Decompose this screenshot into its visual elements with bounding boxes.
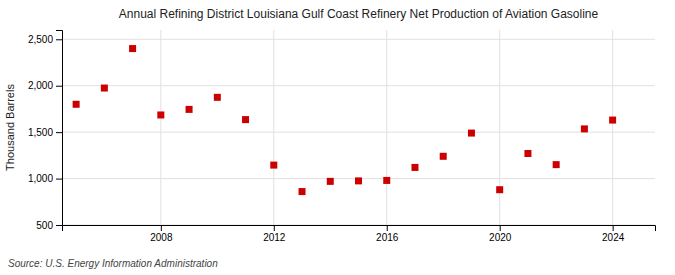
y-grid-line — [62, 85, 655, 86]
y-tick-label: 2,000 — [28, 80, 53, 91]
title: Annual Refining District Louisiana Gulf … — [119, 7, 599, 21]
point — [383, 177, 390, 184]
y-tick-mark — [56, 86, 62, 87]
y-tick-mark — [56, 39, 62, 40]
x-grid-line — [386, 30, 387, 225]
y-tick-mark — [56, 179, 62, 180]
y-tick-mark — [56, 132, 62, 133]
x-tick-mark — [613, 225, 614, 231]
point — [355, 177, 362, 184]
y-grid-line — [62, 39, 655, 40]
y-tick-label: 500 — [36, 220, 53, 231]
point — [609, 117, 616, 124]
y-tick-label: 1,500 — [28, 127, 53, 138]
x-tick: 2024 — [602, 225, 625, 243]
point — [411, 164, 418, 171]
chart-container: 2008 2012 2016 2020 2024 500 1,000 1,500 2,000 2,… — [0, 0, 675, 275]
point — [157, 111, 164, 118]
y-tick-label: 1,000 — [28, 173, 53, 184]
x-tick-mark — [161, 225, 162, 231]
y-tick: 2,000 — [28, 80, 62, 91]
plot-area: 2008 2012 2016 2020 2024 500 1,000 1,500 2,000 2,… — [28, 30, 656, 243]
point — [581, 125, 588, 132]
point — [101, 85, 108, 92]
points — [73, 45, 617, 195]
x-axis: 2008 2012 2016 2020 2024 — [63, 225, 656, 243]
point — [270, 162, 277, 169]
x-tick: 2020 — [489, 225, 512, 243]
x-grid-line — [273, 30, 274, 225]
x-tick-label: 2020 — [489, 232, 512, 243]
x-tick-mark — [500, 225, 501, 231]
point — [129, 45, 136, 52]
point — [468, 130, 475, 137]
y-tick: 2,500 — [28, 34, 62, 45]
y-tick-mark — [56, 225, 62, 226]
point — [440, 153, 447, 160]
y-axis-line — [56, 31, 63, 226]
x-tick-label: 2012 — [263, 232, 286, 243]
x-tick-mark — [274, 225, 275, 231]
point — [496, 186, 503, 193]
point — [242, 116, 249, 123]
source-note: Source: U.S. Energy Information Administ… — [8, 258, 218, 269]
chart-svg: 2008 2012 2016 2020 2024 500 1,000 1,500 2,000 2,… — [0, 0, 675, 275]
x-grid-line — [499, 30, 500, 225]
x-tick-label: 2008 — [150, 232, 173, 243]
y-tick: 500 — [36, 220, 62, 231]
point — [214, 94, 221, 101]
x-tick-label: 2016 — [376, 232, 399, 243]
y-axis: 500 1,000 1,500 2,000 2,500 — [28, 31, 63, 231]
point — [553, 161, 560, 168]
point — [524, 150, 531, 157]
x-tick: 2016 — [376, 225, 399, 243]
point — [186, 106, 193, 113]
y-tick: 1,500 — [28, 127, 62, 138]
x-grid-line — [160, 30, 161, 225]
x-tick: 2012 — [263, 225, 286, 243]
y-grid-line — [62, 132, 655, 133]
y-axis-title: Thousand Barrels — [4, 84, 16, 171]
y-tick: 1,000 — [28, 173, 62, 184]
x-grid-line — [612, 30, 613, 225]
x-axis-line — [63, 226, 656, 232]
x-tick-mark — [387, 225, 388, 231]
point — [327, 178, 334, 185]
grid — [62, 30, 655, 225]
point — [299, 188, 306, 195]
x-tick: 2008 — [150, 225, 173, 243]
y-tick-label: 2,500 — [28, 34, 53, 45]
point — [73, 101, 80, 108]
x-tick-label: 2024 — [602, 232, 625, 243]
